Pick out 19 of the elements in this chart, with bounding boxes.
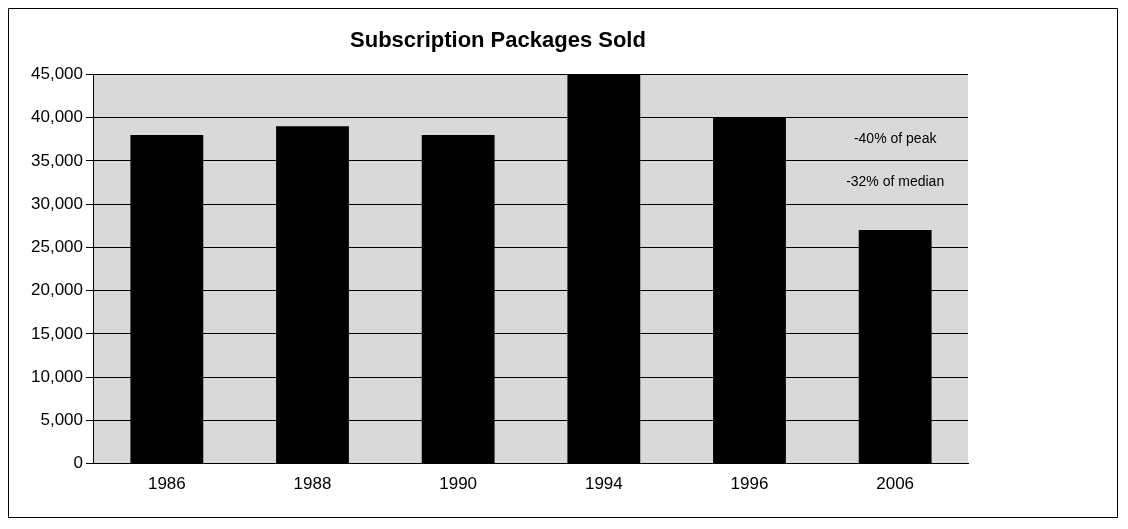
x-tick-label: 1996 (730, 474, 769, 494)
annotation: -32% of median (846, 172, 945, 189)
x-tick-label: 1990 (439, 474, 478, 494)
x-tick-label: 1986 (147, 474, 186, 494)
y-tick-label: 20,000 (31, 280, 83, 300)
x-tick-label: 2006 (876, 474, 915, 494)
y-tick-label: 45,000 (31, 64, 83, 84)
y-tick-label: 30,000 (31, 193, 83, 213)
chart-title: Subscription Packages Sold (350, 27, 646, 53)
y-tick-label: 0 (73, 453, 83, 473)
y-tick-label: 5,000 (40, 410, 83, 430)
y-tick-label: 10,000 (31, 366, 83, 386)
y-tick-label: 15,000 (31, 323, 83, 343)
y-tick-label: 25,000 (31, 237, 83, 257)
x-tick-label: 1988 (293, 474, 332, 494)
y-tick-label: 35,000 (31, 150, 83, 170)
x-tick-label: 1994 (584, 474, 623, 494)
y-tick-label: 40,000 (31, 107, 83, 127)
annotation: -40% of peak (853, 129, 938, 146)
